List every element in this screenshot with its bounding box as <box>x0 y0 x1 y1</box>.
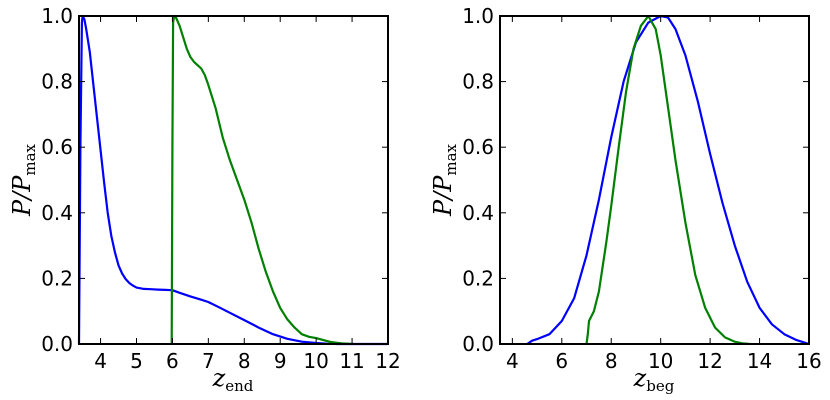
left-x-tick-label: 11 <box>339 349 364 373</box>
right-ticks: 4 6 8 10 12 14 16 0.0 0.2 0.4 0.6 0.8 1.0 <box>462 4 822 373</box>
right-series-layer <box>526 14 810 346</box>
right-panel: 4 6 8 10 12 14 16 0.0 0.2 0.4 0.6 0.8 1.0 P/Pmax zbe… <box>429 4 822 395</box>
right-x-axis-label-main: z <box>633 364 647 392</box>
right-y-tick-label: 0.8 <box>462 70 494 94</box>
right-x-tick-label: 8 <box>605 349 618 373</box>
right-x-tick-label: 6 <box>555 349 568 373</box>
left-x-tick-label: 7 <box>202 349 215 373</box>
left-y-tick-label: 1.0 <box>41 4 73 28</box>
left-series-line-2 <box>170 14 353 346</box>
right-x-tick-label: 16 <box>796 349 821 373</box>
right-plot-frame <box>499 15 810 345</box>
left-y-tick-label: 0.2 <box>41 266 73 290</box>
right-x-axis-label: zbeg <box>633 364 675 395</box>
left-x-axis-label-sub: end <box>225 377 254 395</box>
right-y-tick-label: 0.4 <box>462 201 494 225</box>
left-x-axis-label: zend <box>212 364 254 395</box>
right-y-tick-label: 0.0 <box>462 332 494 356</box>
left-x-tick-label: 6 <box>166 349 179 373</box>
right-x-axis-label-sub: beg <box>646 377 674 395</box>
right-series-line-2 <box>585 14 750 346</box>
right-x-tick-label: 10 <box>648 349 673 373</box>
left-x-tick-label: 5 <box>130 349 143 373</box>
right-y-tick-label: 0.2 <box>462 266 494 290</box>
left-ticks: 4 5 6 7 8 9 10 11 12 0.0 0.2 0.4 0.6 0.8 1.0 <box>41 4 401 373</box>
left-x-tick-label: 8 <box>238 349 251 373</box>
left-x-tick-label: 4 <box>94 349 107 373</box>
left-x-tick-label: 9 <box>274 349 287 373</box>
left-x-tick-label: 12 <box>375 349 400 373</box>
right-y-tick-label: 0.6 <box>462 135 494 159</box>
right-y-axis-label-sub: max <box>442 143 460 175</box>
left-y-tick-label: 0.4 <box>41 201 73 225</box>
right-y-tick-label: 1.0 <box>462 4 494 28</box>
left-y-axis-label: P/Pmax <box>8 143 39 217</box>
left-series-layer <box>77 14 388 346</box>
right-series-line-1 <box>526 14 810 346</box>
left-panel: 4 5 6 7 8 9 10 11 12 0.0 0.2 0.4 0.6 0.8 1.0 P/Pmax ze… <box>8 4 401 395</box>
left-plot-frame <box>78 15 389 345</box>
left-y-tick-label: 0.8 <box>41 70 73 94</box>
left-series-line-1 <box>77 14 388 346</box>
right-y-axis-label: P/Pmax <box>429 143 460 217</box>
right-x-tick-label: 14 <box>747 349 772 373</box>
left-y-tick-label: 0.0 <box>41 332 73 356</box>
right-y-axis-label-main: P/P <box>429 175 457 217</box>
left-x-tick-label: 10 <box>303 349 328 373</box>
left-y-axis-label-main: P/P <box>8 175 36 217</box>
left-y-axis-label-sub: max <box>21 143 39 175</box>
left-y-tick-label: 0.6 <box>41 135 73 159</box>
left-x-axis-label-main: z <box>212 364 226 392</box>
right-x-tick-label: 4 <box>506 349 519 373</box>
right-x-tick-label: 12 <box>697 349 722 373</box>
